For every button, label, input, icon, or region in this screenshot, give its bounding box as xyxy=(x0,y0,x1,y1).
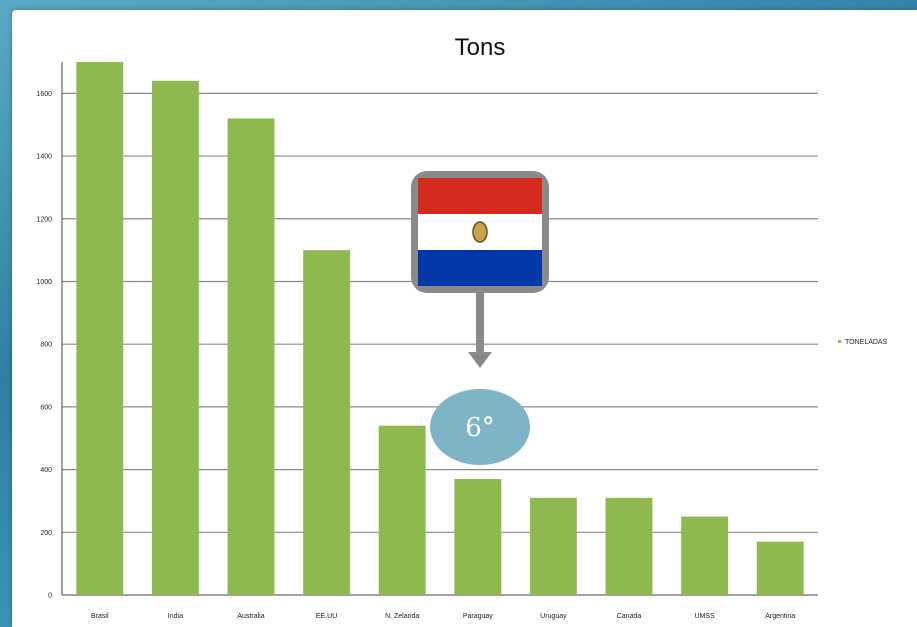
y-tick-label: 1000 xyxy=(36,279,52,286)
arrow-down-icon xyxy=(468,352,492,368)
bars xyxy=(76,62,804,595)
y-tick-label: 800 xyxy=(40,342,52,349)
bar xyxy=(303,250,351,595)
flag-red-stripe xyxy=(418,178,542,214)
x-tick-label: India xyxy=(168,613,183,620)
bar xyxy=(378,425,426,595)
x-axis-ticks: Brasil India Australia EE.UU N. Zelanda Parag… xyxy=(91,613,795,620)
paraguay-flag-icon xyxy=(418,178,542,286)
x-tick-label: Brasil xyxy=(91,613,109,620)
legend: TONELADAS xyxy=(838,339,888,346)
arrow-shaft xyxy=(476,293,484,355)
legend-label: TONELADAS xyxy=(845,339,888,346)
bar xyxy=(76,62,124,595)
bar xyxy=(227,118,275,595)
bar xyxy=(529,497,577,595)
x-tick-label: N. Zelanda xyxy=(385,613,419,620)
legend-swatch xyxy=(838,340,841,343)
bar xyxy=(756,541,804,595)
y-tick-label: 0 xyxy=(48,593,52,600)
chart-title: Tons xyxy=(455,34,506,61)
x-tick-label: Argentina xyxy=(765,613,795,620)
y-axis-ticks: 0 200 400 600 800 1000 1200 1400 1600 xyxy=(36,91,52,600)
y-tick-label: 1400 xyxy=(36,154,52,161)
y-tick-label: 1600 xyxy=(36,91,52,98)
flag-emblem-icon xyxy=(472,221,488,243)
flag-blue-stripe xyxy=(418,250,542,286)
x-tick-label: UMSS xyxy=(694,613,715,620)
bar xyxy=(454,478,502,595)
bar xyxy=(151,80,199,595)
x-tick-label: Canada xyxy=(617,613,642,620)
rank-annotation: 6° xyxy=(411,171,549,465)
y-tick-label: 400 xyxy=(40,467,52,474)
bar xyxy=(681,516,729,595)
y-tick-label: 1200 xyxy=(36,216,52,223)
x-tick-label: EE.UU xyxy=(316,613,337,620)
y-tick-label: 200 xyxy=(40,530,52,537)
rank-label: 6° xyxy=(465,413,495,443)
y-tick-label: 600 xyxy=(40,404,52,411)
x-tick-label: Paraguay xyxy=(463,613,493,620)
x-tick-label: Australia xyxy=(237,613,264,620)
x-tick-label: Uruguay xyxy=(540,613,567,620)
bar xyxy=(605,497,653,595)
rank-callout xyxy=(430,389,530,465)
